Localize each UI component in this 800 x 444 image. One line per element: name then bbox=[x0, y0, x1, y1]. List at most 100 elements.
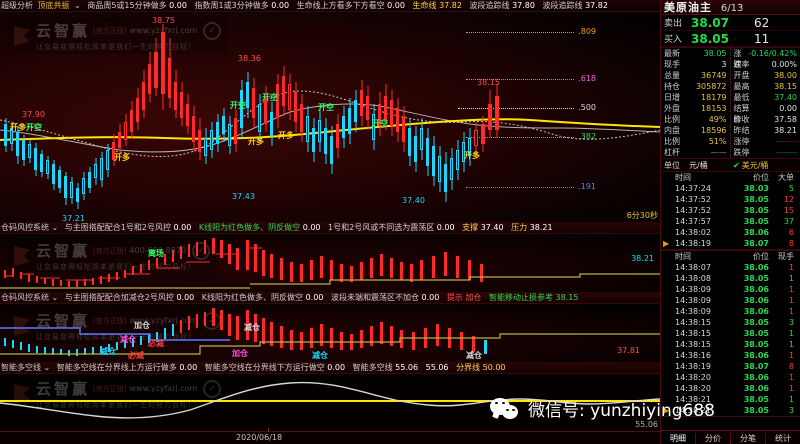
table-row: 14:38:08 38.05 1 bbox=[675, 274, 794, 283]
signal-sub2-7: 减仓 bbox=[312, 351, 328, 360]
stat-row: 最高 38.15 bbox=[733, 82, 798, 91]
stat-row: 开盘 38.00 bbox=[733, 71, 798, 80]
signal-main-4: 开空 bbox=[262, 93, 278, 102]
unit-cny[interactable]: 元/桶 bbox=[689, 161, 708, 170]
table-row: 14:37:57 38.05 37 bbox=[675, 217, 794, 226]
signal-main-8: 开空 bbox=[372, 119, 388, 128]
table-row: 14:37:52 38.05 15 bbox=[675, 206, 794, 215]
panel-main-tag: 超级分析 bbox=[1, 1, 33, 10]
risk-control-1-plot[interactable]: 云智赢 [官方正版] 400-669-8870 ✓ 让交易变得轻松简单是我们一生… bbox=[0, 234, 660, 292]
stat-row: 杠杆 —— bbox=[664, 148, 727, 157]
panel-risk-control-1: 仓码风控系统 ⌄ 与主图搭配配合1号和2号风控 0.00 K线阳为红色做多、阴反… bbox=[0, 222, 660, 292]
stat-row: 涨跌 -0.16/0.42% bbox=[733, 49, 798, 69]
stat-row: 日增 18179 bbox=[664, 93, 727, 102]
table-row: 14:38:02 38.06 6 bbox=[675, 228, 794, 237]
stat-row: 速率 0.00% bbox=[733, 60, 798, 69]
panel-main-field-1: 指数周1或3分钟做多 0.00 bbox=[194, 1, 290, 10]
stat-row: 持仓 305872 bbox=[664, 82, 727, 91]
instrument-header[interactable]: 美原油主 6/13 bbox=[661, 0, 800, 15]
fib-level-809: .809 bbox=[466, 27, 596, 36]
fib-level-618: .618 bbox=[466, 74, 596, 83]
signal-main-7: 开空 bbox=[318, 103, 334, 112]
panel-main-indicator-name[interactable]: 顶底共振 bbox=[37, 1, 70, 10]
main-candlestick-plot[interactable]: 云智赢 [官方正版] www.yzyfxrj.com ✓ 让交易变得轻松简单是我… bbox=[0, 12, 660, 222]
signal-sub2-3: 必减 bbox=[128, 351, 144, 360]
sub3-corner-value: 55.06 bbox=[635, 420, 658, 429]
table-row: 14:38:19 38.07 8 bbox=[675, 362, 794, 371]
unit-selector[interactable]: 单位 元/桶 ✔ 美元/桶 bbox=[661, 159, 800, 172]
price-label-high-2: 38.36 bbox=[238, 54, 261, 63]
unit-label: 单位 bbox=[664, 161, 680, 170]
panel-sub2-header[interactable]: 仓码风控系统 ⌄ 与主图搭配配合加减仓2号风控 0.00 K线阳为红色做多、阴反… bbox=[0, 292, 660, 304]
time-axis: 2020/06/18 bbox=[0, 428, 660, 444]
panel-risk-control-2: 仓码风控系统 ⌄ 与主图搭配配合加减仓2号风控 0.00 K线阳为红色做多、阴反… bbox=[0, 292, 660, 362]
stat-row: 昨结 38.21 bbox=[733, 126, 798, 135]
chevron-down-icon[interactable]: ⌄ bbox=[74, 1, 81, 10]
table-row: 14:38:09 38.06 1 bbox=[675, 285, 794, 294]
table-header: 时间 价位 现手 bbox=[675, 252, 794, 261]
table-row: 14:38:21 38.05 1 bbox=[675, 395, 794, 404]
table-row: ▶ 14:38:21 38.05 3 bbox=[663, 406, 794, 415]
panel-main-field-0: 商品周5或15分钟做多 0.00 bbox=[87, 1, 187, 10]
signal-main-1: 开空 bbox=[26, 123, 42, 132]
ask-volume: 62 bbox=[754, 15, 770, 30]
table-row: 14:38:16 38.06 1 bbox=[675, 351, 794, 360]
stats-grid: 最新 38.05 现手 3 总量 36749 持仓 305872 日增 18179 外盘 1… bbox=[661, 48, 800, 159]
stat-row: 最新 38.05 bbox=[664, 49, 727, 58]
bid-price: 38.05 bbox=[691, 31, 729, 46]
price-label-high-1: 38.75 bbox=[152, 16, 175, 25]
table-row: 14:38:15 38.05 1 bbox=[675, 329, 794, 338]
smart-line-overlay bbox=[0, 381, 660, 419]
risk-control-2-plot[interactable]: 云智赢 [官方正版] www.yzyfxrj.com ✓ 让交易变得轻松简单是我… bbox=[0, 304, 660, 362]
stats-col-right: 涨跌 -0.16/0.42% 速率 0.00% 开盘 38.00 最高 38.15 最低… bbox=[731, 48, 800, 158]
stat-row: 昨收 37.58 bbox=[733, 115, 798, 124]
panel-sub3-tag: 智能多空线 bbox=[1, 363, 41, 372]
table-row: 14:38:09 38.06 1 bbox=[675, 296, 794, 305]
bid-row[interactable]: 买入 38.05 11 bbox=[661, 31, 800, 47]
stat-row: 跌停 ——— bbox=[733, 148, 798, 157]
chevron-down-icon[interactable]: ⌄ bbox=[43, 363, 51, 372]
tab-stats[interactable]: 统计 bbox=[766, 433, 800, 444]
instrument-code: 6/13 bbox=[720, 3, 744, 14]
axis-tick bbox=[268, 428, 269, 432]
signal-main-3: 开空 bbox=[230, 101, 246, 110]
stats-col-left: 最新 38.05 现手 3 总量 36749 持仓 305872 日增 18179 外盘 1… bbox=[661, 48, 731, 158]
table-row: 14:38:07 38.06 1 bbox=[675, 263, 794, 272]
table-row: ▶ 14:38:19 38.07 8 bbox=[663, 239, 794, 248]
panel-sub1-header[interactable]: 仓码风控系统 ⌄ 与主图搭配配合1号和2号风控 0.00 K线阳为红色做多、阴反… bbox=[0, 222, 660, 234]
signal-sub1-short: 离场 bbox=[148, 249, 164, 258]
signal-sub2-2: 减仓 bbox=[100, 347, 116, 356]
wechat-promo-overlay: 微信号: yunzhiying688 bbox=[490, 396, 715, 421]
price-label-low-3: 37.21 bbox=[62, 214, 85, 222]
chart-column: 超级分析 顶底共振 ⌄ 商品周5或15分钟做多 0.00 指数周1或3分钟做多 … bbox=[0, 0, 660, 444]
unit-usd[interactable]: 美元/桶 bbox=[741, 161, 769, 170]
bid-label: 买入 bbox=[664, 35, 683, 45]
tick-detail-table[interactable]: 时间 价位 现手 14:38:07 38.06 1 14:38:08 38.05 1 14:… bbox=[661, 250, 800, 417]
tab-ticks[interactable]: 分笔 bbox=[731, 433, 766, 444]
signal-sub2-5: 减仓 bbox=[244, 323, 260, 332]
panel-sub3-header[interactable]: 智能多空线 ⌄ 智能多空线在分界线上方运行做多 0.00 智能多空线在分界线下方… bbox=[0, 362, 660, 374]
stat-row: 结算价 0.00 bbox=[733, 104, 798, 124]
chevron-down-icon[interactable]: ⌄ bbox=[51, 223, 59, 232]
stat-row: 比例 51% bbox=[664, 137, 727, 146]
check-icon: ✔ bbox=[733, 161, 740, 170]
ask-price: 38.07 bbox=[691, 15, 729, 30]
ask-row[interactable]: 卖出 38.07 62 bbox=[661, 15, 800, 31]
tab-detail[interactable]: 明细 bbox=[661, 433, 696, 444]
large-order-table[interactable]: 时间 价位 大单 14:37:24 38.03 5 14:37:52 38.05 12 14… bbox=[661, 172, 800, 250]
table-row: 14:38:15 38.05 1 bbox=[675, 340, 794, 349]
panel-main-header[interactable]: 超级分析 顶底共振 ⌄ 商品周5或15分钟做多 0.00 指数周1或3分钟做多 … bbox=[0, 0, 660, 12]
fib-level-382: .382 bbox=[466, 132, 596, 141]
signal-sub2-0: 减仓 bbox=[120, 335, 136, 344]
tab-price-dist[interactable]: 分价 bbox=[696, 433, 731, 444]
detail-tabs[interactable]: 明细 分价 分笔 统计 bbox=[661, 430, 800, 444]
fib-level-500: .500 bbox=[458, 103, 596, 112]
chevron-down-icon[interactable]: ⌄ bbox=[51, 293, 59, 302]
wechat-id-text: 微信号: yunzhiying688 bbox=[528, 401, 715, 421]
bid-ask-block: 卖出 38.07 62 买入 38.05 11 bbox=[661, 15, 800, 48]
stat-row: 最低 37.40 bbox=[733, 93, 798, 102]
signal-sub2-6: 加仓 bbox=[232, 349, 248, 358]
panel-main-field-2: 生命线上方看多下方看空 0.00 bbox=[296, 1, 405, 10]
bid-volume: 11 bbox=[754, 31, 770, 46]
